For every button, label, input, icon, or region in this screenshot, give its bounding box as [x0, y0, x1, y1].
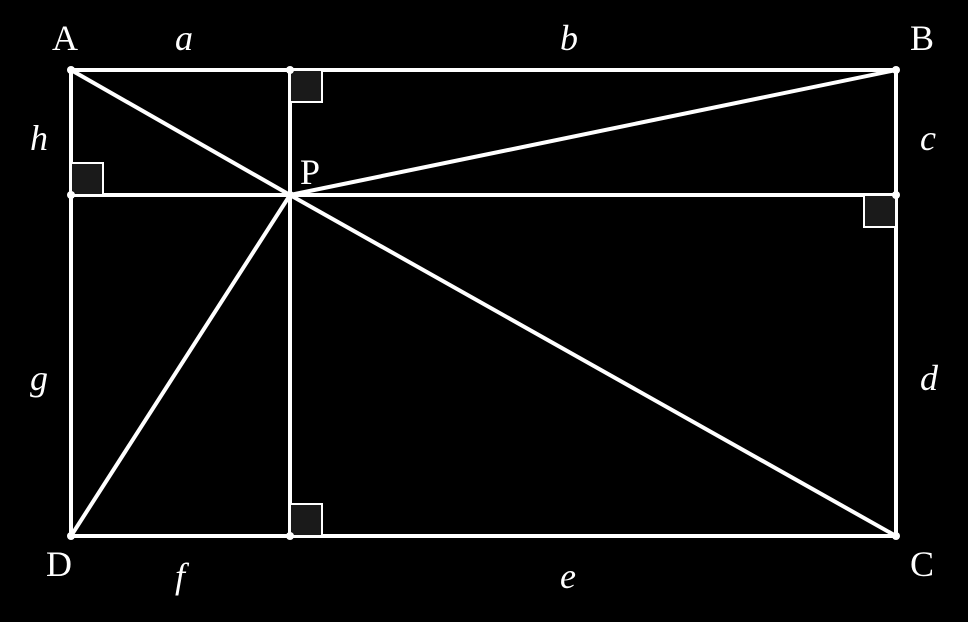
segment-label-e: e: [560, 556, 576, 596]
segment-P-B: [290, 70, 896, 195]
point-P_right: [892, 191, 900, 199]
right-angle-marker: [290, 70, 322, 102]
point-A: [67, 66, 75, 74]
point-P_top: [286, 66, 294, 74]
segment-label-f: f: [175, 556, 190, 596]
vertex-label-B: B: [910, 18, 934, 58]
segment-label-b: b: [560, 18, 578, 58]
vertex-label-C: C: [910, 544, 934, 584]
segment-label-c: c: [920, 118, 936, 158]
right-angle-marker: [71, 163, 103, 195]
right-angle-marker: [864, 195, 896, 227]
right-angle-marker: [290, 504, 322, 536]
segment-label-h: h: [30, 118, 48, 158]
vertex-label-A: A: [52, 18, 78, 58]
segment-label-g: g: [30, 358, 48, 398]
point-P: [286, 191, 294, 199]
vertex-label-D: D: [46, 544, 72, 584]
point-B: [892, 66, 900, 74]
geometry-diagram: A B C D Pa b c d e f g h: [0, 0, 968, 622]
segment-label-d: d: [920, 358, 939, 398]
segment-P-D: [71, 195, 290, 536]
vertex-label-P: P: [300, 152, 320, 192]
point-D: [67, 532, 75, 540]
point-C: [892, 532, 900, 540]
point-P_left: [67, 191, 75, 199]
point-P_bottom: [286, 532, 294, 540]
segment-label-a: a: [175, 18, 193, 58]
segment-P-C: [290, 195, 896, 536]
